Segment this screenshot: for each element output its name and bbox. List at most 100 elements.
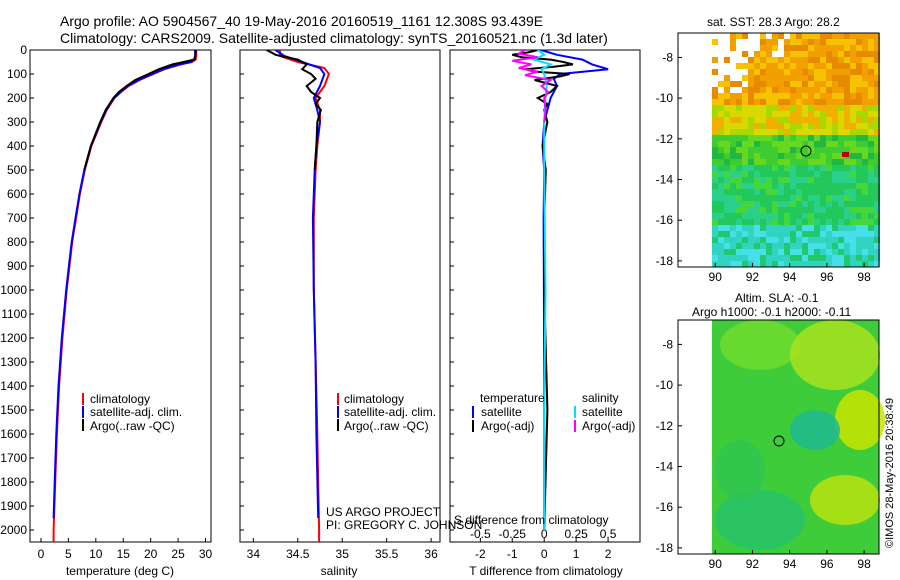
sst-cell bbox=[748, 177, 754, 183]
sst-cell bbox=[856, 69, 862, 75]
sst-cell bbox=[766, 99, 772, 105]
sst-cell bbox=[826, 33, 832, 39]
sst-cell bbox=[832, 99, 838, 105]
sst-cell bbox=[760, 201, 766, 207]
sst-cell bbox=[772, 195, 778, 201]
sst-cell bbox=[760, 81, 766, 87]
sst-cell bbox=[862, 183, 868, 189]
sst-cell bbox=[748, 141, 754, 147]
sst-cell bbox=[778, 129, 784, 135]
sst-cell bbox=[850, 147, 856, 153]
sst-cell bbox=[814, 147, 820, 153]
sst-cell bbox=[802, 189, 808, 195]
difference-panel-frame bbox=[449, 49, 641, 543]
sst-cell bbox=[826, 117, 832, 123]
sst-cell bbox=[766, 105, 772, 111]
sst-cell bbox=[724, 243, 730, 249]
depth-tick-label: 600 bbox=[7, 187, 27, 201]
sst-cell bbox=[868, 165, 874, 171]
sst-cell bbox=[868, 261, 874, 267]
sst-cell bbox=[826, 225, 832, 231]
sst-cell bbox=[868, 237, 874, 243]
sst-cell bbox=[826, 99, 832, 105]
sst-cell bbox=[754, 75, 760, 81]
sst-cell bbox=[742, 111, 748, 117]
sst-cell bbox=[832, 141, 838, 147]
sst-cell bbox=[838, 111, 844, 117]
project-line1: US ARGO PROJECT bbox=[326, 505, 441, 519]
sst-cell bbox=[826, 45, 832, 51]
sst-cell bbox=[790, 153, 796, 159]
sst-cell bbox=[742, 249, 748, 255]
sst-cell bbox=[874, 237, 880, 243]
sst-cell bbox=[826, 171, 832, 177]
sst-cell bbox=[838, 171, 844, 177]
sst-cell bbox=[784, 75, 790, 81]
sst-cell bbox=[790, 183, 796, 189]
sst-cell bbox=[856, 225, 862, 231]
sst-cell bbox=[814, 231, 820, 237]
sst-cell bbox=[754, 255, 760, 261]
sst-cell bbox=[832, 63, 838, 69]
sst-cell bbox=[844, 225, 850, 231]
sst-cell bbox=[868, 255, 874, 261]
sst-cell bbox=[802, 231, 808, 237]
sst-cell bbox=[838, 63, 844, 69]
sst-cell bbox=[742, 123, 748, 129]
sst-cell bbox=[718, 231, 724, 237]
sst-cell bbox=[712, 159, 718, 165]
sst-cell bbox=[838, 225, 844, 231]
sst-cell bbox=[772, 63, 778, 69]
sst-cell bbox=[826, 177, 832, 183]
difference-legend: temperature salinity satellite Argo(-adj… bbox=[472, 391, 635, 433]
sst-cell bbox=[820, 45, 826, 51]
sst-cell bbox=[832, 255, 838, 261]
sst-cell bbox=[754, 207, 760, 213]
sst-cell bbox=[778, 237, 784, 243]
sst-cell bbox=[748, 129, 754, 135]
sst-cell bbox=[712, 111, 718, 117]
sst-cell bbox=[790, 213, 796, 219]
sst-cell bbox=[754, 159, 760, 165]
sst-cell bbox=[874, 147, 880, 153]
sst-cell bbox=[790, 75, 796, 81]
sst-cell bbox=[790, 105, 796, 111]
x-tick-label: 35.5 bbox=[375, 547, 399, 561]
sst-cell bbox=[748, 123, 754, 129]
sst-cell bbox=[784, 231, 790, 237]
sst-cell bbox=[838, 165, 844, 171]
sst-cell bbox=[712, 177, 718, 183]
map-y-tick-label: -12 bbox=[656, 419, 674, 433]
sst-cell bbox=[748, 189, 754, 195]
sst-cell bbox=[868, 177, 874, 183]
x-tick-label: 0 bbox=[38, 547, 45, 561]
sst-cell bbox=[808, 51, 814, 57]
sst-cell bbox=[724, 129, 730, 135]
sst-cell bbox=[844, 93, 850, 99]
sst-cell bbox=[778, 69, 784, 75]
sst-profile-marker bbox=[800, 145, 812, 157]
sst-cell bbox=[730, 177, 736, 183]
sst-cell bbox=[790, 189, 796, 195]
sst-cell bbox=[796, 93, 802, 99]
sst-cell bbox=[838, 153, 844, 159]
sst-cell bbox=[736, 117, 742, 123]
sst-map: -8 -10 -12 -14 -16 -18 90 92 94 96 98 bbox=[656, 32, 880, 284]
sst-cell bbox=[778, 165, 784, 171]
sst-cell bbox=[778, 135, 784, 141]
sst-cell bbox=[766, 237, 772, 243]
sst-cell bbox=[856, 261, 862, 267]
sst-cell bbox=[772, 69, 778, 75]
depth-tick-label: 1500 bbox=[0, 403, 27, 417]
sst-cell bbox=[742, 243, 748, 249]
sst-cell bbox=[850, 159, 856, 165]
sst-cell bbox=[796, 45, 802, 51]
sst-cell bbox=[808, 201, 814, 207]
sst-cell bbox=[796, 183, 802, 189]
sst-cell bbox=[748, 153, 754, 159]
sst-cell bbox=[754, 117, 760, 123]
sst-cell bbox=[814, 207, 820, 213]
sst-cell bbox=[814, 213, 820, 219]
sst-cell bbox=[796, 75, 802, 81]
sst-cell bbox=[808, 231, 814, 237]
